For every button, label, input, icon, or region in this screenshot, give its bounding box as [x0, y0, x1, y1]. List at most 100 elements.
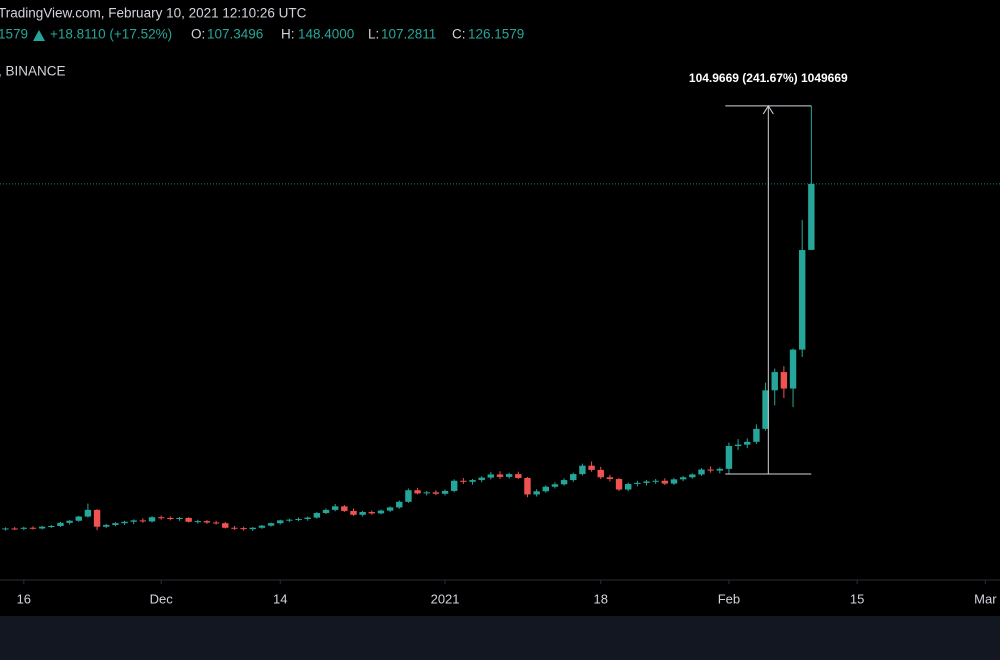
candle-body — [460, 480, 467, 482]
candle-body — [148, 517, 156, 522]
candle-body — [542, 486, 549, 492]
candle-body — [11, 528, 18, 530]
candle-body — [725, 446, 733, 469]
candle-body — [505, 474, 513, 477]
candle-body — [606, 477, 614, 480]
candle-body — [698, 469, 705, 475]
candle-body — [212, 522, 220, 524]
last-price: 1579 — [0, 27, 28, 42]
candle-body — [167, 517, 174, 519]
measure-arrowhead — [762, 104, 774, 115]
candle-body — [615, 479, 623, 490]
candle-body — [423, 492, 430, 494]
candle-body — [57, 522, 64, 527]
candle-body — [240, 528, 247, 530]
candle-body — [441, 490, 449, 494]
candle-body — [771, 372, 778, 391]
candle-body — [753, 428, 760, 442]
candle-body — [588, 465, 595, 470]
x-tick-label: 16 — [17, 591, 31, 606]
candle-body — [451, 480, 458, 491]
exchange: , BINANCE — [0, 64, 66, 79]
candle-body — [396, 501, 403, 508]
candle-body — [579, 465, 586, 475]
x-tick-label: 15 — [850, 591, 864, 606]
candle-body — [103, 524, 110, 527]
x-tick-label: Mar — [974, 591, 997, 606]
candle-body — [414, 490, 421, 494]
candle-body — [93, 509, 101, 527]
candle-body — [386, 507, 394, 511]
candle-body — [377, 510, 385, 514]
candle-body — [652, 480, 659, 482]
candle-body — [679, 477, 687, 480]
x-tick-label: 14 — [273, 591, 287, 606]
high-value: 148.4000 — [298, 27, 354, 42]
candle-body — [2, 528, 9, 530]
up-triangle — [33, 30, 45, 41]
candle-body — [350, 510, 357, 515]
low-label: L: — [368, 27, 379, 42]
candle-body — [634, 482, 641, 484]
x-tick-label: Dec — [150, 591, 174, 606]
candle-body — [734, 444, 742, 447]
candle-body — [762, 390, 769, 429]
candle-body — [341, 506, 348, 511]
candle-body — [176, 517, 183, 519]
candle-body — [331, 506, 339, 510]
candle-body — [277, 520, 284, 524]
candle-body — [551, 484, 559, 487]
candle-body — [808, 183, 815, 250]
candle-body — [48, 526, 55, 528]
candle-body — [20, 527, 28, 529]
candle-body — [405, 490, 412, 502]
candle-body — [744, 441, 751, 445]
measure-label: 104.9669 (241.67%) 1049669 — [689, 71, 848, 85]
candle-body — [157, 517, 165, 519]
bottom-bar — [0, 616, 1000, 660]
candle-body — [716, 468, 723, 471]
x-tick-label: Feb — [718, 591, 740, 606]
candle-body — [533, 491, 540, 495]
open-label: O: — [191, 27, 205, 42]
candle-body — [304, 517, 311, 519]
change: +18.8110 (+17.52%) — [50, 27, 172, 42]
candle-body — [84, 509, 92, 517]
candle-body — [597, 469, 604, 478]
candle-body — [130, 520, 137, 522]
low-value: 107.2811 — [381, 27, 436, 42]
candle-body — [313, 513, 321, 518]
candle-body — [295, 518, 302, 520]
x-tick-label: 2021 — [431, 591, 460, 606]
candle-body — [38, 526, 46, 529]
x-tick-label: 18 — [593, 591, 607, 606]
candle-body — [249, 527, 256, 530]
candle-body — [469, 480, 476, 482]
candle-body — [194, 521, 202, 523]
candle-body — [570, 474, 577, 481]
candle-body — [29, 527, 37, 529]
candle-body — [66, 520, 73, 523]
candle-body — [258, 525, 266, 528]
candle-body — [286, 519, 293, 521]
candle-body — [524, 477, 531, 495]
candle-body — [560, 480, 568, 485]
candle-body — [789, 349, 797, 389]
close-value: 126.1579 — [468, 27, 524, 42]
open-value: 107.3496 — [207, 27, 263, 42]
candle-body — [121, 521, 128, 524]
candle-body — [231, 527, 238, 529]
candle-body — [515, 474, 522, 478]
header-source: TradingView.com, February 10, 2021 12:10… — [0, 6, 307, 21]
candle-body — [139, 520, 147, 522]
candle-body — [185, 517, 192, 522]
candle-body — [203, 521, 211, 523]
candle-body — [689, 474, 696, 478]
candle-body — [359, 511, 366, 515]
candle-body — [222, 523, 229, 528]
candle-body — [487, 474, 495, 478]
candle-body — [478, 477, 485, 481]
